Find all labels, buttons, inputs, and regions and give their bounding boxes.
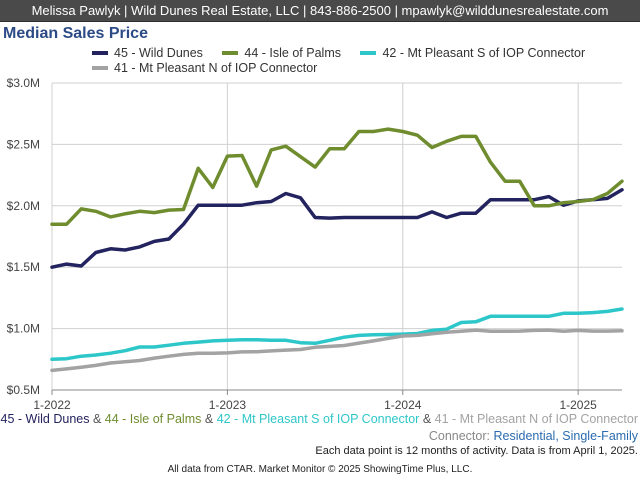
line-chart: $0.5M $1.0M $1.5M $2.0M $2.5M $3.0M 1-2022 1-20… (7, 76, 624, 412)
series-caption: 45 - Wild Dunes & 44 - Isle of Palms & 4… (0, 412, 638, 426)
connector-label: Connector: (428, 429, 490, 443)
caption-separator: & (422, 412, 432, 426)
legend-item-wild-dunes[interactable]: 45 - Wild Dunes (92, 46, 203, 60)
series-line-3 (50, 328, 624, 373)
x-tick-label: 1-2022 (33, 398, 71, 412)
y-tick-label: $2.0M (7, 199, 40, 213)
series-line-0 (50, 188, 624, 269)
legend-item-mt-pleasant-s[interactable]: 42 - Mt Pleasant S of IOP Connector (360, 46, 585, 60)
legend-label: 45 - Wild Dunes (114, 46, 203, 60)
legend-swatch (92, 65, 108, 70)
series-line-2 (50, 307, 624, 362)
connector-info: Connector: Residential, Single-Family (0, 429, 638, 443)
legend-item-mt-pleasant-n[interactable]: 41 - Mt Pleasant N of IOP Connector (92, 61, 317, 75)
legend-swatch (92, 50, 108, 55)
y-tick-label: $2.5M (7, 137, 40, 151)
data-note: Each data point is 12 months of activity… (315, 445, 638, 457)
y-tick-label: $1.0M (7, 322, 40, 336)
legend-label: 42 - Mt Pleasant S of IOP Connector (382, 46, 586, 60)
chart-title: Median Sales Price (3, 25, 148, 42)
y-tick-label: $0.5M (7, 383, 40, 397)
caption-series-mt-pleasant-n: 41 - Mt Pleasant N of IOP Connector (434, 412, 638, 426)
chart-legend: 45 - Wild Dunes 44 - Isle of Palms 42 - … (92, 46, 632, 76)
legend-item-isle-of-palms[interactable]: 44 - Isle of Palms (222, 46, 341, 60)
y-tick-label: $1.5M (7, 260, 40, 274)
legend-label: 44 - Isle of Palms (244, 46, 341, 60)
x-tick-label: 1-2023 (209, 398, 247, 412)
contact-header: Melissa Pawlyk | Wild Dunes Real Estate,… (0, 0, 640, 22)
legend-swatch (360, 50, 377, 55)
connector-value: Residential, Single-Family (493, 429, 638, 443)
x-tick-label: 1-2025 (559, 398, 597, 412)
x-tick-label: 1-2024 (384, 398, 422, 412)
legend-label: 41 - Mt Pleasant N of IOP Connector (114, 61, 318, 75)
caption-separator: & (204, 412, 214, 426)
caption-series-wild-dunes: 45 - Wild Dunes (0, 412, 90, 426)
y-tick-label: $3.0M (7, 76, 40, 90)
caption-series-isle-of-palms: 44 - Isle of Palms (104, 412, 202, 426)
legend-swatch (222, 50, 239, 55)
caption-series-mt-pleasant-s: 42 - Mt Pleasant S of IOP Connector (216, 412, 420, 426)
copyright-footer: All data from CTAR. Market Monitor © 202… (167, 464, 473, 475)
series-line-1 (50, 127, 624, 226)
caption-separator: & (92, 412, 102, 426)
